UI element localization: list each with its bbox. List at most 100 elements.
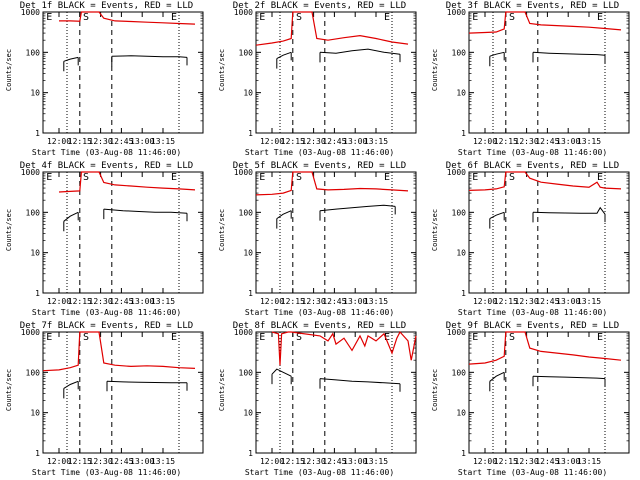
y-tick-label: 1000 — [447, 168, 466, 177]
x-tick-label: 13:15 — [364, 137, 388, 146]
panel-title: Det 9f BLACK = Events, RED = LLD — [445, 321, 620, 331]
y-tick-label: 1 — [461, 449, 466, 458]
panel-title: Det 7f BLACK = Events, RED = LLD — [19, 321, 194, 331]
marker-label-s: S — [296, 12, 302, 23]
y-tick-label: 10 — [30, 89, 40, 98]
chart-panel-3: 1 10 100 1000 12:00 12:15 12:30 12:45 13:00 13:15… — [426, 0, 639, 160]
marker-label-e-right: E — [171, 332, 177, 343]
chart-panel-4: 1 10 100 1000 12:00 12:15 12:30 12:45 13:00 13:15… — [0, 160, 213, 320]
events-series-line — [63, 56, 79, 62]
panel-title: Det 8f BLACK = Events, RED = LLD — [232, 321, 407, 331]
y-tick-label: 1 — [35, 449, 40, 458]
lld-series-line — [271, 330, 417, 366]
x-tick-label: 12:45 — [109, 297, 133, 306]
x-axis-label: Start Time (03-Aug-08 11:46:00) — [31, 468, 182, 477]
marker-label-e-right: E — [597, 12, 603, 23]
x-tick-label: 12:15 — [281, 457, 305, 466]
chart-panel-6: 1 10 100 1000 12:00 12:15 12:30 12:45 13:00 13:15… — [426, 160, 639, 320]
marker-label-e-right: E — [384, 172, 390, 183]
y-axis-label: Counts/sec — [5, 368, 13, 412]
marker-label-e-left: E — [472, 12, 478, 23]
x-tick-label: 13:15 — [364, 457, 388, 466]
x-tick-label: 13:15 — [577, 137, 601, 146]
events-series-line — [103, 208, 188, 214]
marker-label-s: S — [83, 12, 89, 23]
x-axis-label: Start Time (03-Aug-08 11:46:00) — [457, 148, 608, 157]
events-series-line — [532, 375, 606, 380]
y-tick-label: 1 — [248, 289, 253, 298]
x-tick-label: 12:30 — [89, 137, 113, 146]
marker-label-e-left: E — [259, 332, 265, 343]
x-tick-label: 12:00 — [260, 137, 284, 146]
y-axis-label: Counts/sec — [218, 208, 226, 252]
x-tick-label: 12:45 — [535, 137, 559, 146]
marker-label-s: S — [509, 172, 515, 183]
x-tick-label: 13:00 — [343, 457, 367, 466]
y-tick-label: 1 — [248, 129, 253, 138]
y-axis-label: Counts/sec — [218, 48, 226, 92]
y-tick-label: 10 — [30, 409, 40, 418]
lld-series-line — [255, 171, 409, 196]
y-tick-label: 100 — [452, 48, 467, 57]
plot-frame — [255, 331, 417, 454]
marker-label-s: S — [83, 332, 89, 343]
marker-label-e-right: E — [171, 12, 177, 23]
events-series-line — [319, 378, 401, 385]
marker-label-s: S — [83, 172, 89, 183]
x-tick-label: 12:15 — [494, 457, 518, 466]
x-tick-label: 12:00 — [47, 457, 71, 466]
lld-series-line — [468, 11, 622, 34]
marker-label-e-left: E — [46, 172, 52, 183]
x-axis-label: Start Time (03-Aug-08 11:46:00) — [244, 308, 395, 317]
y-tick-label: 100 — [239, 368, 254, 377]
events-series-line — [111, 55, 188, 58]
chart-panel-7: 1 10 100 1000 12:00 12:15 12:30 12:45 13:00 13:15… — [0, 320, 213, 480]
x-tick-label: 12:45 — [322, 137, 346, 146]
x-tick-label: 12:15 — [68, 137, 92, 146]
events-series-line — [489, 371, 505, 382]
y-tick-label: 10 — [243, 409, 253, 418]
y-tick-label: 1 — [248, 449, 253, 458]
y-tick-label: 100 — [452, 368, 467, 377]
y-tick-label: 100 — [26, 208, 41, 217]
events-series-line — [532, 51, 606, 56]
panel-title: Det 1f BLACK = Events, RED = LLD — [19, 1, 194, 11]
chart-panel-1: 1 10 100 1000 12:00 12:15 12:30 12:45 13:00 13:15… — [0, 0, 213, 160]
panel-title: Det 2f BLACK = Events, RED = LLD — [232, 1, 407, 11]
x-tick-label: 12:45 — [109, 457, 133, 466]
y-tick-label: 1000 — [21, 328, 40, 337]
marker-label-e-left: E — [259, 12, 265, 23]
events-series-line — [319, 204, 396, 212]
x-tick-label: 12:30 — [515, 457, 539, 466]
y-tick-label: 100 — [26, 48, 41, 57]
lld-series-line — [468, 171, 622, 191]
x-tick-label: 13:15 — [151, 297, 175, 306]
y-tick-label: 1000 — [21, 168, 40, 177]
y-tick-label: 100 — [26, 368, 41, 377]
x-tick-label: 12:00 — [260, 457, 284, 466]
x-tick-label: 12:45 — [322, 457, 346, 466]
plot-frame — [42, 11, 204, 134]
x-tick-label: 12:00 — [473, 137, 497, 146]
panel-title: Det 6f BLACK = Events, RED = LLD — [445, 161, 620, 171]
x-tick-label: 12:30 — [302, 137, 326, 146]
chart-svg: 1 10 100 1000 12:0012:1512:3012:4513:0013:15… — [447, 328, 630, 466]
chart-svg: 1 10 100 1000 12:0012:1512:3012:4513:0013:15… — [21, 8, 204, 146]
x-tick-label: 12:45 — [535, 457, 559, 466]
y-tick-label: 1 — [461, 129, 466, 138]
x-tick-label: 13:00 — [556, 137, 580, 146]
events-series-line — [276, 51, 292, 60]
y-axis-label: Counts/sec — [218, 368, 226, 412]
marker-label-e-left: E — [46, 332, 52, 343]
plot-frame — [468, 11, 630, 134]
panel-title: Det 4f BLACK = Events, RED = LLD — [19, 161, 194, 171]
chart-svg: 1 10 100 1000 12:0012:1512:3012:4513:0013:15… — [234, 8, 417, 146]
y-tick-label: 1000 — [234, 168, 253, 177]
x-tick-label: 13:00 — [130, 297, 154, 306]
y-tick-label: 10 — [243, 249, 253, 258]
events-series-line — [319, 48, 401, 55]
events-series-line — [489, 211, 505, 220]
x-tick-label: 12:00 — [473, 457, 497, 466]
x-tick-label: 13:00 — [556, 297, 580, 306]
x-tick-label: 13:15 — [577, 457, 601, 466]
